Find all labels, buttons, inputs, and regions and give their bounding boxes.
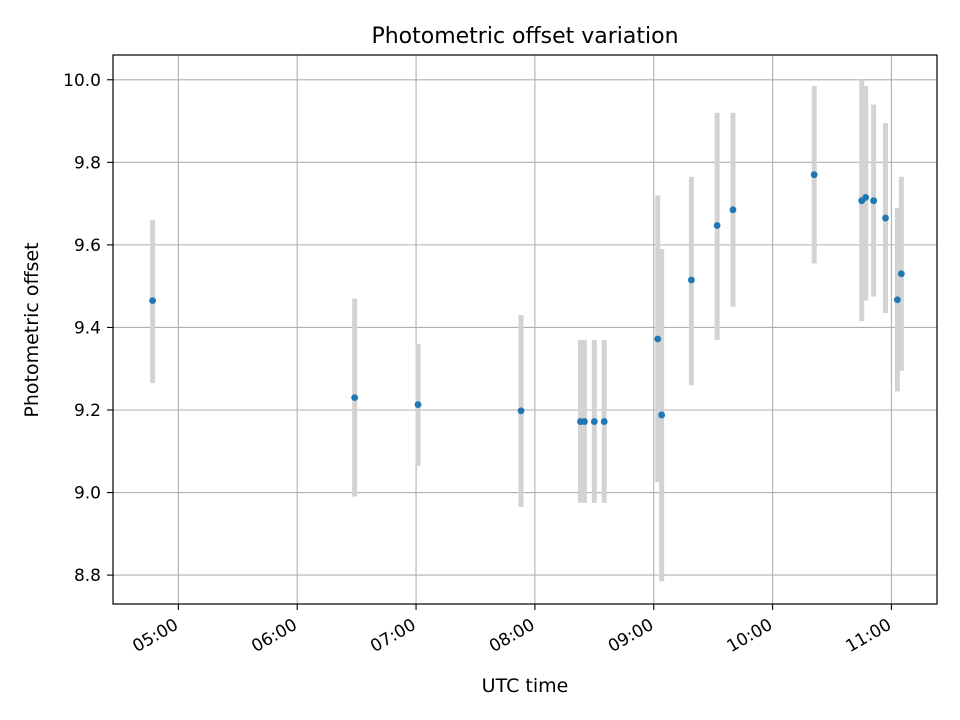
y-tick-label: 10.0: [63, 71, 101, 91]
data-point: [654, 335, 662, 343]
data-point: [897, 270, 905, 278]
data-point: [517, 407, 525, 415]
data-point: [810, 171, 818, 179]
data-point: [729, 206, 737, 214]
data-point: [713, 222, 721, 229]
data-point: [149, 297, 157, 305]
data-point: [600, 418, 608, 425]
y-axis-label: Photometric offset: [21, 242, 43, 417]
data-point: [687, 276, 695, 284]
x-axis-label: UTC time: [482, 675, 569, 697]
y-axis: 8.8 9.0 9.2 9.4 9.6 9.8 10.0: [63, 71, 113, 586]
data-point: [862, 194, 870, 201]
data-point: [351, 394, 359, 402]
data-points: [149, 171, 905, 425]
y-tick-label: 8.8: [74, 566, 101, 586]
grid: [113, 55, 937, 604]
data-point: [882, 214, 889, 222]
chart-title: Photometric offset variation: [371, 24, 678, 49]
data-point: [658, 411, 666, 419]
y-tick-label: 9.6: [74, 236, 101, 256]
y-tick-label: 9.4: [74, 318, 101, 338]
data-point: [870, 197, 878, 205]
data-point: [414, 401, 422, 409]
plot-frame: [112, 54, 938, 605]
data-point: [893, 296, 901, 304]
data-point: [590, 418, 598, 425]
y-tick-label: 9.2: [74, 401, 101, 421]
y-tick-label: 9.8: [74, 153, 101, 173]
y-tick-label: 9.0: [74, 484, 101, 504]
data-point: [581, 418, 588, 425]
